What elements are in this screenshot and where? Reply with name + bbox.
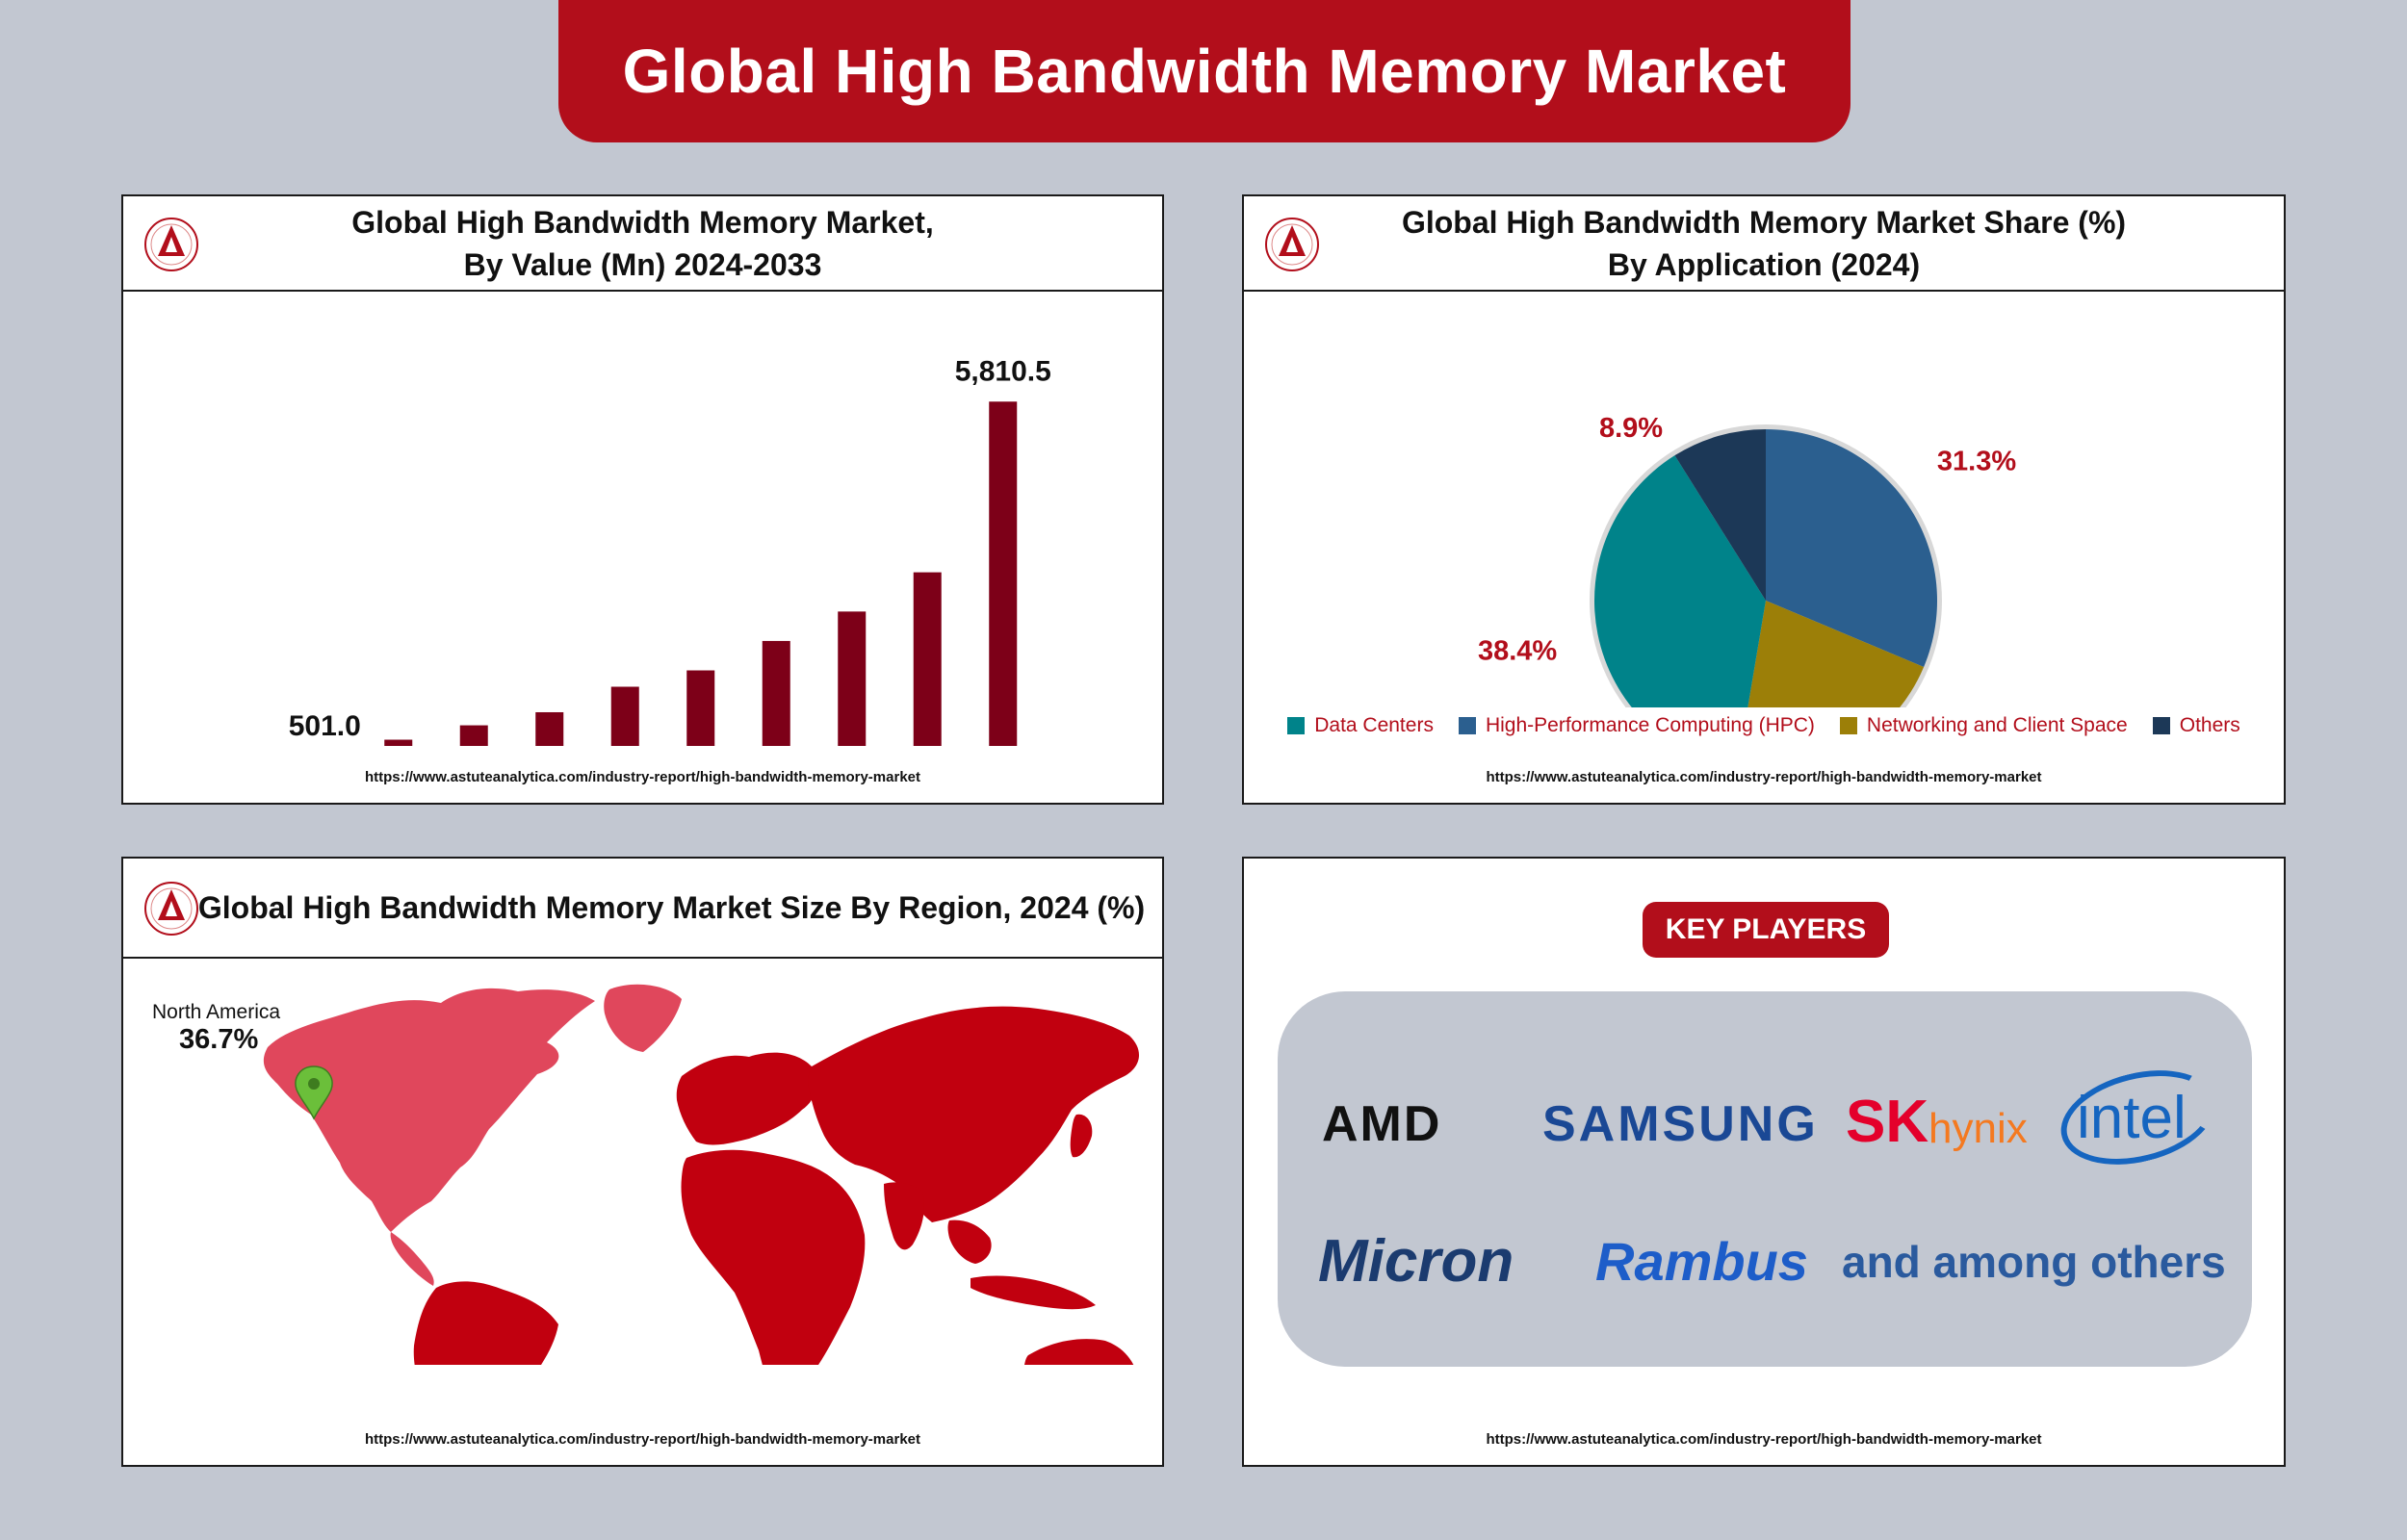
japan-shape [1070,1114,1093,1158]
bar-chart-panel: Global High Bandwidth Memory Market, By … [121,194,1164,805]
legend-item: Others [2152,714,2240,737]
samsung-logo: SAMSUNG [1542,1096,1819,1152]
data-label-last: 5,810.5 [955,355,1051,387]
sk-hynix-logo-hynix: hynix [1928,1105,2028,1152]
legend-swatch [2152,717,2170,734]
north-america-shape [263,988,595,1232]
region-map-header: Global High Bandwidth Memory Market Size… [123,859,1162,959]
bar-chart-title-line2: By Value (Mn) 2024-2033 [463,246,822,282]
region-value: 36.7% [179,1024,259,1055]
intel-logo: intel [2077,1085,2187,1151]
bar-chart-title-line1: Global High Bandwidth Memory Market, [351,204,934,240]
legend-item: High-Performance Computing (HPC) [1458,714,1815,737]
bar-2030 [762,640,790,746]
world-map [263,984,1140,1365]
australia-shape [1024,1339,1134,1365]
source-url[interactable]: https://www.astuteanalytica.com/industry… [1486,769,2042,785]
legend-label: Others [2179,714,2240,736]
south-america-shape [413,1281,558,1365]
pie-slice-1 [1766,429,1937,667]
legend-label: Networking and Client Space [1866,714,2128,736]
bar-chart-title: Global High Bandwidth Memory Market, By … [351,201,934,286]
legend-item: Networking and Client Space [1839,714,2128,737]
page-title: Global High Bandwidth Memory Market [622,37,1787,106]
pie-label-1: 31.3% [1937,446,2016,476]
bar-2033 [989,401,1018,746]
legend-swatch [1287,717,1306,734]
india-shape [884,1182,924,1250]
key-players-panel: KEY PLAYERS AMD SAMSUNG SK hynix intel M… [1242,857,2286,1467]
bar-2031 [838,611,867,746]
bar-2028 [610,686,639,746]
pie-chart-title: Global High Bandwidth Memory Market Shar… [1402,201,2126,286]
source-url[interactable]: https://www.astuteanalytica.com/industry… [364,1431,921,1448]
legend-swatch [1839,717,1857,734]
pie-label-3: 8.9% [1599,413,1663,444]
source-url[interactable]: https://www.astuteanalytica.com/industry… [364,769,921,785]
pie-chart-title-line1: Global High Bandwidth Memory Market Shar… [1401,204,2127,240]
pie-label-0: 38.4% [1478,635,1557,666]
bar-2032 [913,572,942,746]
pie-legend: Data Centers High-Performance Computing (… [1244,714,2284,737]
key-players-box: AMD SAMSUNG SK hynix intel Micron Rambus… [1278,991,2252,1367]
pie-chart-header: Global High Bandwidth Memory Market Shar… [1244,196,2284,292]
central-america-shape [390,1232,434,1286]
pie-chart: 31.3%21.3%38.4%8.9% [1478,413,2016,707]
data-label-first: 501.0 [289,710,361,742]
bar-chart: 2024202520262027202820292030203120322033… [289,355,1051,746]
asia-shape [808,1006,1140,1222]
bar-chart-header: Global High Bandwidth Memory Market, By … [123,196,1162,292]
astute-logo-icon [144,882,198,936]
europe-shape [676,1052,817,1145]
sk-hynix-logo-sk: SK [1846,1089,1929,1155]
astute-logo-icon [144,218,198,271]
others-text: and among others [1842,1237,2226,1287]
bar-2027 [535,711,564,746]
map-pin-icon [295,1065,333,1120]
pie-slice-3 [1674,429,1766,601]
southeast-asia-shape [947,1219,992,1264]
source-url[interactable]: https://www.astuteanalytica.com/industry… [1486,1431,2042,1448]
region-map-title: Global High Bandwidth Memory Market Size… [197,890,1146,925]
key-players-badge: KEY PLAYERS [1643,902,1889,958]
astute-logo-icon [1265,218,1319,271]
rambus-logo: Rambus [1595,1231,1808,1292]
pie-slice-0 [1594,455,1766,707]
pie-chart-panel: Global High Bandwidth Memory Market Shar… [1242,194,2286,805]
legend-label: High-Performance Computing (HPC) [1485,714,1815,736]
region-map-panel: Global High Bandwidth Memory Market Size… [121,857,1164,1467]
title-banner: Global High Bandwidth Memory Market [558,0,1851,142]
pie-chart-title-line2: By Application (2024) [1607,246,1921,282]
region-label: North America [152,1001,281,1023]
legend-label: Data Centers [1314,714,1434,736]
africa-shape [681,1149,866,1365]
pie-slice-2 [1747,601,1925,707]
greenland-shape [604,984,682,1052]
bar-2026 [459,725,488,746]
micron-logo: Micron [1318,1228,1514,1295]
legend-item: Data Centers [1287,714,1434,737]
legend-swatch [1458,717,1476,734]
bar-2025 [384,739,413,746]
indonesia-shape [971,1275,1096,1310]
amd-logo: AMD [1322,1096,1442,1152]
bar-2029 [686,670,715,746]
